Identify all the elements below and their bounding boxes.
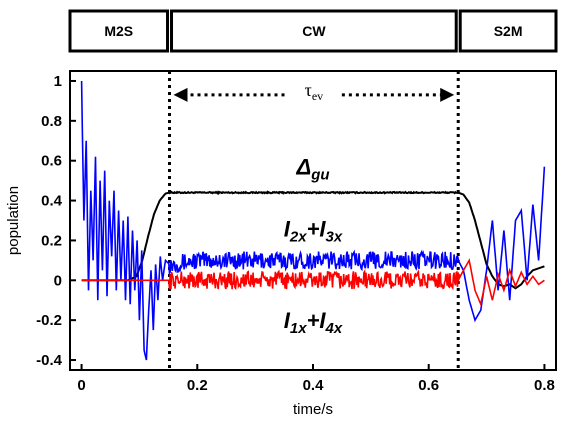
phase-box-cw — [170, 9, 458, 53]
i2x-subscript: 2x — [289, 228, 307, 245]
lower-plus: + — [307, 308, 320, 333]
y-tick-label: -0.4 — [36, 352, 63, 369]
series-group — [80, 80, 546, 361]
y-tick-label: 1 — [54, 73, 62, 90]
delta-gu-label: Δgu — [295, 155, 329, 184]
tau-arrowhead-left — [173, 87, 188, 102]
i1x-subscript: 1x — [290, 320, 307, 337]
y-axis-label: population — [5, 186, 22, 255]
tau-arrowhead-right — [440, 87, 455, 102]
axes: 0 0.2 0.4 0.6 0.8 -0.4 -0.2 0 0.2 0.4 0.6 0.8 1 — [36, 73, 555, 394]
phase-box-s2m — [458, 9, 558, 53]
phase-box-m2s — [68, 9, 170, 53]
x-tick-label: 0.8 — [534, 377, 555, 394]
delta-subscript: gu — [310, 167, 329, 184]
x-tick-label: 0 — [77, 377, 85, 394]
tau-annotation: τev — [173, 80, 455, 103]
x-tick-label: 0.2 — [187, 377, 208, 394]
series-line-3 — [81, 258, 545, 307]
series-line-2 — [80, 80, 546, 361]
y-tick-label: 0.6 — [41, 153, 62, 170]
i4x-letter: I — [319, 308, 326, 333]
series-line-1 — [81, 190, 545, 290]
i1x-letter: I — [284, 308, 291, 333]
phase-label-cw: CW — [302, 23, 326, 39]
delta-symbol: Δ — [295, 155, 311, 180]
upper-plus: + — [307, 216, 320, 241]
i1x-i4x-label: I1x+I4x — [284, 308, 343, 337]
y-tick-label: 0.8 — [41, 113, 62, 130]
phase-bar: M2S CW S2M — [68, 9, 558, 53]
phase-label-s2m: S2M — [494, 23, 523, 39]
i2x-letter: I — [284, 216, 291, 241]
x-axis-label: time/s — [293, 401, 333, 418]
i3x-letter: I — [319, 216, 326, 241]
x-tick-label: 0.6 — [418, 377, 439, 394]
tau-label: τev — [305, 80, 324, 103]
x-tick-label: 0.4 — [303, 377, 325, 394]
i3x-subscript: 3x — [326, 228, 343, 245]
tau-symbol: τ — [305, 80, 312, 100]
i2x-i3x-label: I2x+I3x — [284, 216, 343, 245]
tau-subscript: ev — [312, 89, 323, 103]
i4x-subscript: 4x — [325, 320, 343, 337]
y-tick-label: 0.2 — [41, 232, 62, 249]
y-tick-label: 0.4 — [41, 193, 63, 210]
phase-label-m2s: M2S — [104, 23, 133, 39]
y-tick-label: -0.2 — [36, 312, 62, 329]
y-tick-label: 0 — [54, 272, 62, 289]
